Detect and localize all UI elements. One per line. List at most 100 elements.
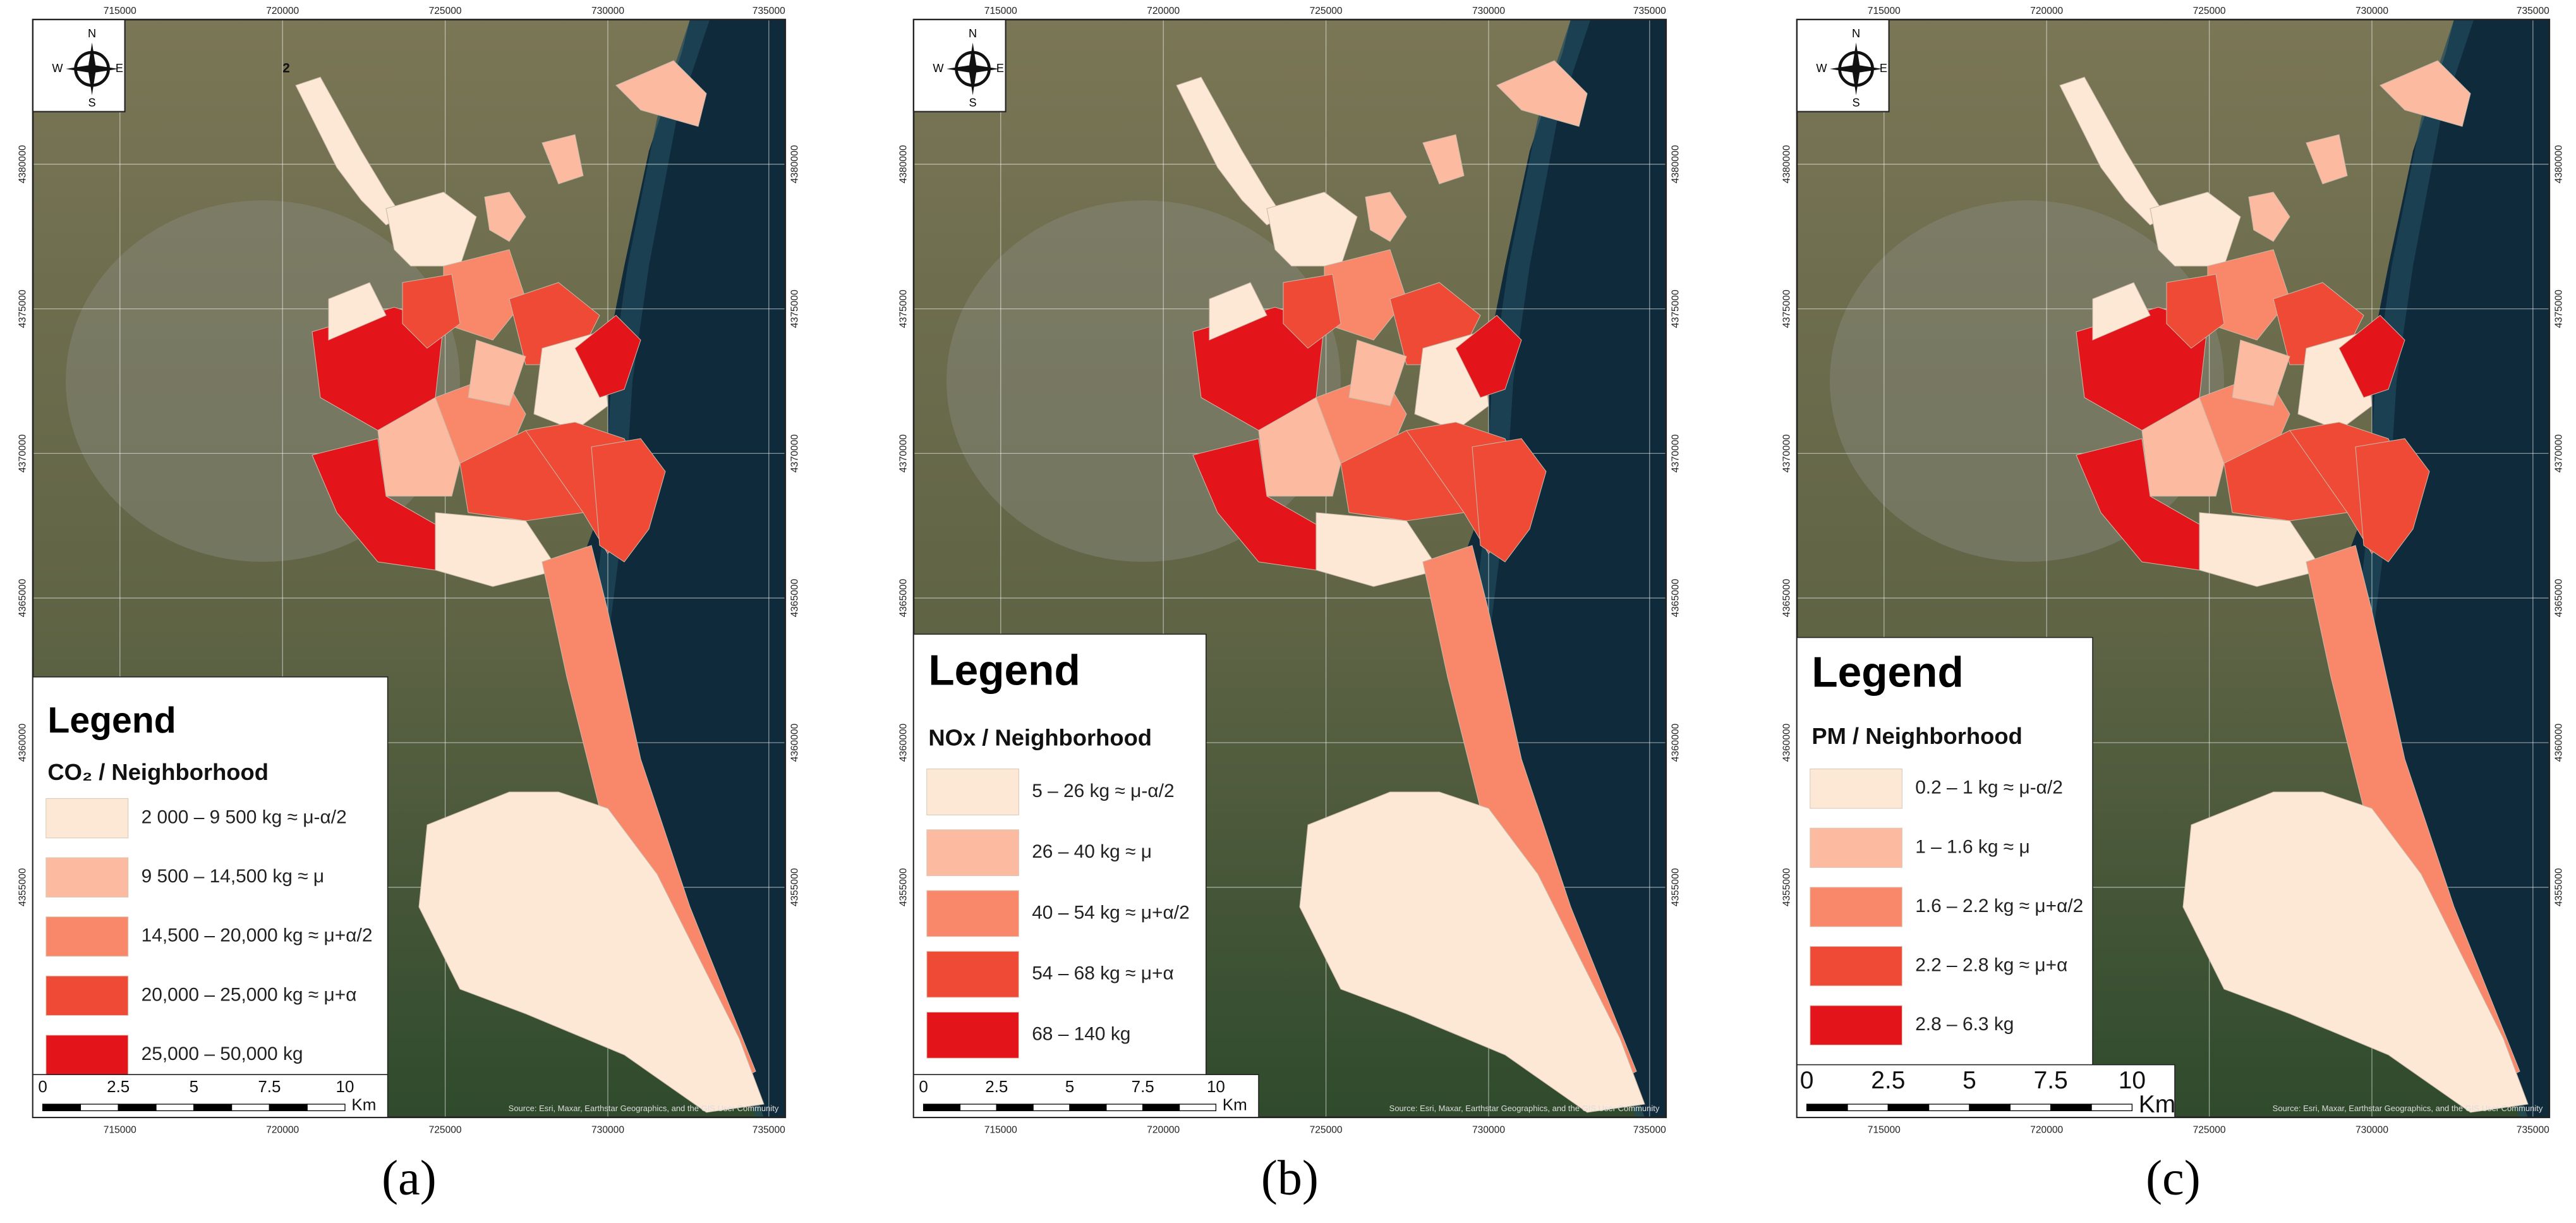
northing-label: 4365000	[898, 579, 909, 618]
neighborhood	[1422, 134, 1465, 185]
easting-label: 715000	[104, 6, 136, 16]
legend-swatch	[926, 890, 1019, 937]
scale-bar-label: 7.5	[1132, 1077, 1154, 1096]
scale-bar-label: 0	[38, 1077, 47, 1096]
easting-label: 725000	[2193, 6, 2226, 16]
legend-swatch	[926, 769, 1019, 815]
easting-label: 715000	[1868, 1125, 1901, 1136]
northing-label: 4375000	[1782, 289, 1793, 328]
easting-label: 720000	[2030, 6, 2063, 16]
easting-label: 725000	[1310, 1125, 1343, 1136]
scale-bar-segment	[2050, 1104, 2092, 1112]
northing-label: 4370000	[1671, 434, 1681, 473]
legend-label: 14,500 – 20,000 kg ≈ μ+α/2	[142, 925, 373, 946]
northing-label: 4355000	[898, 868, 909, 906]
neighborhood	[1299, 791, 1645, 1113]
scale-bar-label: 2.5	[1871, 1067, 1905, 1094]
easting-label: 735000	[2517, 6, 2549, 16]
easting-label: 715000	[984, 6, 1017, 16]
legend-label: 68 – 140 kg	[1032, 1024, 1130, 1045]
neighborhood	[1422, 545, 1637, 1088]
northing-label: 4370000	[2554, 434, 2565, 473]
neighborhood	[1283, 274, 1341, 349]
legend-label: 1 – 1.6 kg ≈ μ	[1915, 836, 2030, 857]
legend-label: 26 – 40 kg ≈ μ	[1032, 841, 1152, 862]
neighborhood	[2306, 134, 2348, 185]
compass-w: W	[933, 62, 944, 75]
neighborhood	[574, 315, 641, 398]
scale-bar-segment	[1847, 1104, 1889, 1112]
neighborhood	[1209, 282, 1267, 341]
northing-label: 4360000	[898, 723, 909, 762]
easting-label: 725000	[429, 1125, 462, 1136]
easting-label: 735000	[1633, 6, 1666, 16]
neighborhood	[2232, 339, 2290, 406]
map-annotation: 2	[282, 61, 290, 76]
northing-label: 4355000	[2554, 868, 2565, 906]
scale-bar-label: 10	[2119, 1067, 2146, 1094]
legend-swatch	[926, 951, 1019, 998]
scale-bar-segment	[80, 1104, 119, 1112]
legend-subtitle: NOx / Neighborhood	[928, 724, 1152, 750]
scale-bar-unit: Km	[351, 1095, 376, 1114]
scale-bar-segment	[118, 1104, 157, 1112]
northing-label: 4380000	[1671, 145, 1681, 183]
scale-bar-label: 0	[1800, 1067, 1814, 1094]
scale-bar-label: 7.5	[258, 1077, 281, 1096]
attribution: Source: Esri, Maxar, Earthstar Geographi…	[1389, 1104, 1660, 1113]
scale-bar-unit: Km	[1223, 1095, 1247, 1114]
northing-label: 4375000	[1671, 289, 1681, 328]
neighborhood	[1472, 438, 1547, 563]
northing-label: 4365000	[790, 579, 801, 618]
neighborhood	[541, 545, 756, 1088]
compass-w: W	[52, 62, 63, 75]
scale-bar-label: 5	[1962, 1067, 1976, 1094]
scale-bar-segment	[1142, 1104, 1180, 1112]
neighborhood	[2248, 192, 2290, 242]
northing-label: 4365000	[1671, 579, 1681, 618]
northing-label: 4380000	[898, 145, 909, 183]
neighborhood	[418, 791, 765, 1113]
easting-label: 720000	[1147, 1125, 1180, 1136]
scale-bar-segment	[959, 1104, 997, 1112]
legend-title: Legend	[928, 647, 1080, 695]
legend-title: Legend	[1811, 648, 1963, 696]
legend-label: 2.8 – 6.3 kg	[1915, 1014, 2014, 1035]
legend-label: 20,000 – 25,000 kg ≈ μ+α	[142, 984, 357, 1005]
northing-label: 4370000	[898, 434, 909, 473]
scale-bar-segment	[996, 1104, 1034, 1112]
scale-bar-label: 10	[336, 1077, 354, 1096]
scale-bar-segment	[231, 1104, 270, 1112]
northing-label: 4375000	[2554, 289, 2565, 328]
northing-label: 4370000	[18, 434, 28, 473]
easting-label: 730000	[1472, 1125, 1505, 1136]
compass-s: S	[1853, 96, 1860, 109]
legend-swatch	[45, 916, 129, 957]
legend-title: Legend	[47, 700, 176, 741]
scale-bar-label: 5	[190, 1077, 198, 1096]
scale-bar-segment	[193, 1104, 233, 1112]
scale-bar-label: 10	[1207, 1077, 1225, 1096]
legend-label: 2.2 – 2.8 kg ≈ μ+α	[1915, 954, 2067, 975]
compass-needle	[1830, 64, 1883, 73]
neighborhood	[1315, 512, 1440, 587]
legend-label: 40 – 54 kg ≈ μ+α/2	[1032, 902, 1190, 923]
legend-swatch	[1810, 887, 1902, 927]
neighborhood	[468, 339, 526, 406]
northing-label: 4355000	[1671, 868, 1681, 906]
neighborhood	[1455, 315, 1522, 398]
sea-shallow	[2355, 20, 2528, 1117]
neighborhood	[2092, 282, 2151, 341]
scale-bar-segment	[269, 1104, 308, 1112]
easting-label: 720000	[266, 1125, 299, 1136]
northing-label: 4375000	[898, 289, 909, 328]
northing-label: 4365000	[2554, 579, 2565, 618]
neighborhood	[2338, 315, 2405, 398]
compass-s: S	[88, 96, 96, 109]
scale-bar-segment	[1806, 1104, 1848, 1112]
scale-bar-label: 5	[1065, 1077, 1074, 1096]
northing-label: 4380000	[1782, 145, 1793, 183]
scale-bar-segment	[1928, 1104, 1970, 1112]
legend-label: 9 500 – 14,500 kg ≈ μ	[142, 866, 325, 887]
legend-swatch	[45, 857, 129, 897]
